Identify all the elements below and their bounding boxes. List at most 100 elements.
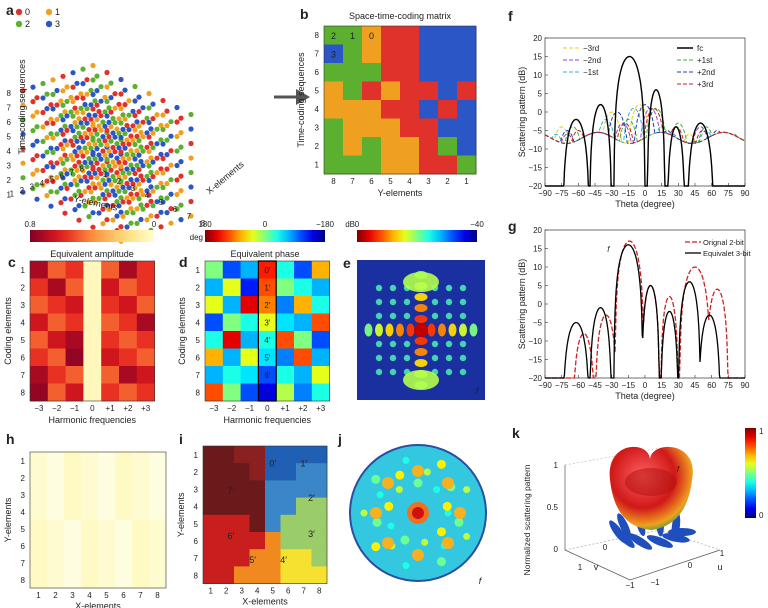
y-tick: −10 [528, 145, 542, 154]
data-point [164, 166, 170, 172]
fc-tag: f [677, 465, 680, 474]
x-tick: −75 [555, 189, 569, 198]
data-point [104, 217, 110, 223]
y-tick: −10 [528, 337, 542, 346]
heatmap-cell [65, 278, 84, 297]
x-tick: 4 [145, 191, 150, 200]
heatmap-cell [47, 383, 66, 402]
map-cell [218, 463, 235, 481]
data-point [94, 102, 100, 108]
data-point [160, 141, 166, 147]
data-point [20, 160, 26, 166]
data-point [116, 101, 122, 107]
data-point [130, 210, 136, 216]
pattern-lobe [459, 368, 467, 376]
data-point [20, 88, 26, 94]
map-cell [203, 514, 219, 533]
pattern-lobe [414, 293, 428, 301]
data-point [106, 163, 112, 169]
data-point [44, 106, 50, 112]
data-point [136, 138, 142, 144]
data-point [128, 133, 134, 139]
x-tick: 2 [224, 587, 229, 596]
pattern-lobe [375, 340, 383, 348]
map-cell [30, 486, 48, 504]
matrix-cell [400, 155, 420, 175]
map-cell [64, 520, 82, 538]
data-point [82, 174, 88, 180]
heatmap-cell [65, 348, 84, 367]
data-point [54, 145, 60, 152]
y-tick: 7 [21, 559, 26, 568]
heatmap-cell [258, 278, 277, 297]
data-point [54, 87, 60, 94]
x-tick: 7 [187, 212, 192, 221]
data-point [70, 99, 76, 105]
heatmap-title: Equivalent amplitude [50, 249, 134, 259]
data-point [124, 151, 130, 158]
map-cell [218, 514, 235, 533]
data-point [80, 95, 86, 101]
data-point [178, 144, 184, 150]
y-tick: 2 [196, 284, 201, 293]
data-point [50, 135, 56, 141]
heatmap-cell [311, 383, 330, 402]
matrix-cell [419, 137, 439, 156]
data-point [168, 206, 174, 212]
map-cell [132, 452, 150, 470]
colorbar-label: 0.8 [24, 220, 36, 229]
x-tick: −15 [622, 381, 636, 390]
heatmap-cell [205, 278, 224, 297]
heatmap-cell [276, 331, 295, 349]
pattern-lobe [431, 340, 439, 348]
colorbar-unit: deg [190, 233, 203, 242]
map-cell [64, 469, 82, 487]
data-point [86, 199, 92, 205]
pattern-lobe [445, 298, 453, 306]
data-point [122, 102, 128, 108]
data-point [138, 187, 144, 194]
heatmap-cell [311, 296, 330, 314]
y-tick: 1 [10, 190, 15, 199]
data-point [160, 126, 166, 133]
y-tick: 0 [538, 108, 543, 117]
pattern-lobe [454, 507, 466, 519]
data-point [120, 126, 126, 132]
pattern-lobe [375, 368, 383, 376]
data-point [138, 158, 144, 165]
data-point [124, 209, 130, 216]
x-tick: +3 [316, 404, 326, 413]
heatmap-cell [311, 348, 330, 367]
data-point [120, 184, 126, 190]
heatmap-cell [30, 348, 49, 367]
data-point [114, 184, 120, 190]
data-point [150, 101, 156, 107]
x-tick: −2 [52, 404, 62, 413]
map-cell [265, 566, 281, 584]
data-point [146, 105, 152, 111]
data-point [72, 192, 78, 198]
data-point [76, 159, 82, 165]
data-point [88, 189, 94, 195]
data-point [116, 130, 122, 136]
data-point [144, 188, 150, 194]
data-point [80, 168, 86, 174]
data-point [98, 142, 104, 148]
data-point [158, 137, 164, 143]
data-point [94, 73, 100, 79]
series-line [544, 107, 746, 144]
data-point [102, 152, 108, 158]
map-cell [296, 446, 312, 464]
heatmap-cell [119, 383, 138, 402]
data-point [100, 119, 106, 125]
heatmap-cell [136, 383, 155, 402]
map-cell [311, 514, 328, 533]
data-point [50, 91, 56, 97]
z-tick: 2 [7, 176, 12, 185]
data-point [178, 188, 184, 194]
data-point [30, 186, 36, 192]
heatmap-cell [205, 296, 224, 314]
heatmap-cell [101, 278, 120, 297]
data-point [150, 145, 156, 151]
